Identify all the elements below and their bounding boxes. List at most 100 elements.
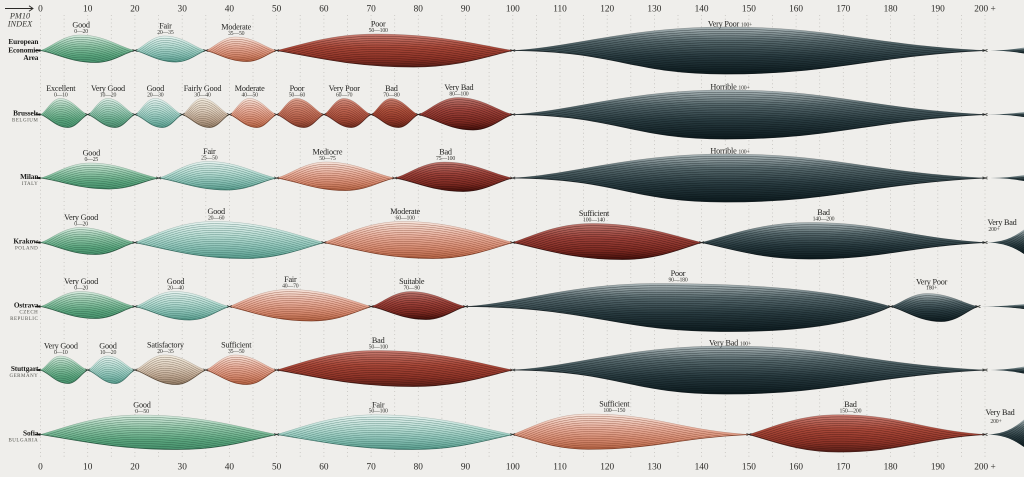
svg-text:20—60: 20—60 (208, 215, 225, 221)
svg-text:0—20: 0—20 (74, 221, 88, 227)
svg-text:60—70: 60—70 (336, 92, 353, 98)
svg-text:80: 80 (414, 463, 424, 473)
svg-text:Poor: Poor (371, 20, 386, 29)
svg-text:Very Poor 100+: Very Poor 100+ (708, 20, 752, 29)
svg-text:35—50: 35—50 (228, 31, 245, 37)
svg-text:Horrible 100+: Horrible 100+ (710, 83, 749, 92)
svg-text:25—50: 25—50 (201, 155, 218, 161)
svg-text:Very Good: Very Good (64, 213, 98, 222)
svg-text:Brussels: Brussels (13, 109, 38, 118)
svg-text:100—150: 100—150 (603, 408, 625, 414)
svg-text:20—35: 20—35 (157, 30, 174, 36)
svg-text:180: 180 (884, 5, 898, 15)
svg-text:ITALY: ITALY (22, 182, 39, 187)
svg-text:Good: Good (133, 401, 151, 410)
svg-text:Very Bad: Very Bad (444, 83, 473, 92)
svg-text:20—30: 20—30 (147, 92, 164, 98)
svg-text:40—70: 40—70 (282, 283, 299, 289)
svg-text:60—100: 60—100 (396, 215, 415, 221)
svg-text:200 +: 200 + (974, 5, 996, 15)
svg-text:20: 20 (130, 463, 140, 473)
svg-text:Good: Good (99, 342, 117, 351)
svg-text:160: 160 (789, 463, 803, 473)
svg-text:75—100: 75—100 (436, 156, 455, 162)
svg-text:90—180: 90—180 (668, 277, 687, 283)
svg-text:PM10: PM10 (9, 12, 31, 21)
svg-text:80—100: 80—100 (449, 91, 468, 97)
svg-text:Very Bad: Very Bad (985, 408, 1014, 417)
svg-text:35—50: 35—50 (228, 349, 245, 355)
svg-text:50: 50 (272, 463, 282, 473)
svg-text:140—200: 140—200 (813, 216, 835, 222)
svg-text:Sufficient: Sufficient (579, 209, 610, 218)
svg-text:Economic: Economic (8, 46, 39, 55)
svg-text:160: 160 (789, 5, 803, 15)
svg-text:130: 130 (647, 463, 661, 473)
svg-text:Sufficient: Sufficient (599, 400, 630, 409)
svg-text:Bad: Bad (439, 148, 452, 157)
svg-text:INDEX: INDEX (7, 20, 33, 29)
svg-text:190: 190 (931, 5, 945, 15)
svg-text:40: 40 (225, 5, 235, 15)
svg-text:170: 170 (836, 5, 850, 15)
svg-text:GERMANY: GERMANY (10, 374, 39, 379)
svg-text:REPUBLIC: REPUBLIC (10, 317, 38, 322)
svg-text:Very Good: Very Good (91, 84, 125, 93)
svg-text:110: 110 (553, 5, 567, 15)
svg-text:Bad: Bad (385, 84, 398, 93)
svg-text:BELGIUM: BELGIUM (12, 119, 38, 124)
svg-text:0—20: 0—20 (74, 285, 88, 291)
svg-text:20—35: 20—35 (157, 349, 174, 355)
svg-text:50—100: 50—100 (369, 344, 388, 350)
svg-text:Good: Good (167, 277, 185, 286)
svg-text:0—25: 0—25 (84, 157, 98, 163)
svg-text:0—10: 0—10 (54, 350, 68, 356)
svg-text:70: 70 (366, 463, 376, 473)
svg-text:Ostrava: Ostrava (14, 301, 39, 310)
svg-text:Stuttgart: Stuttgart (11, 364, 39, 373)
svg-text:120: 120 (600, 463, 614, 473)
svg-text:50: 50 (272, 5, 282, 15)
svg-text:Good: Good (207, 207, 225, 216)
svg-text:60: 60 (319, 5, 329, 15)
svg-text:Good: Good (147, 84, 165, 93)
svg-text:50—60: 50—60 (289, 92, 306, 98)
svg-text:Sofia: Sofia (23, 429, 39, 438)
svg-text:Satisfactory: Satisfactory (147, 341, 185, 350)
svg-text:Moderate: Moderate (221, 23, 251, 32)
svg-text:30—40: 30—40 (194, 92, 211, 98)
svg-text:Krakow: Krakow (13, 237, 39, 246)
svg-text:Milan: Milan (20, 172, 38, 181)
svg-text:10: 10 (83, 463, 93, 473)
svg-text:200 +: 200 + (974, 463, 996, 473)
svg-text:Suitable: Suitable (399, 277, 425, 286)
svg-text:10—20: 10—20 (100, 350, 117, 356)
svg-text:Bad: Bad (372, 336, 385, 345)
svg-text:80: 80 (414, 5, 424, 15)
svg-text:Very Bad 100+: Very Bad 100+ (709, 339, 751, 348)
svg-text:140: 140 (695, 5, 709, 15)
svg-text:Horrible 100+: Horrible 100+ (710, 147, 749, 156)
svg-text:Very Poor: Very Poor (329, 84, 361, 93)
svg-text:0—20: 0—20 (74, 29, 88, 35)
svg-text:Bad: Bad (817, 208, 830, 217)
svg-text:POLAND: POLAND (15, 247, 38, 252)
svg-text:70—80: 70—80 (383, 92, 400, 98)
svg-text:150: 150 (742, 5, 756, 15)
svg-text:Bad: Bad (844, 400, 857, 409)
svg-text:130: 130 (647, 5, 661, 15)
svg-text:120: 120 (600, 5, 614, 15)
svg-text:40: 40 (225, 463, 235, 473)
svg-text:Mediocre: Mediocre (313, 148, 343, 157)
svg-text:200+: 200+ (988, 227, 999, 233)
svg-text:180: 180 (884, 463, 898, 473)
svg-text:70—90: 70—90 (403, 285, 420, 291)
svg-text:Very Good: Very Good (44, 342, 78, 351)
svg-text:0: 0 (38, 463, 43, 473)
svg-text:30: 30 (178, 463, 188, 473)
svg-text:Poor: Poor (290, 84, 305, 93)
svg-text:CZECH: CZECH (19, 311, 38, 316)
svg-text:Good: Good (72, 21, 90, 30)
svg-text:100: 100 (506, 463, 520, 473)
svg-text:10: 10 (83, 5, 93, 15)
